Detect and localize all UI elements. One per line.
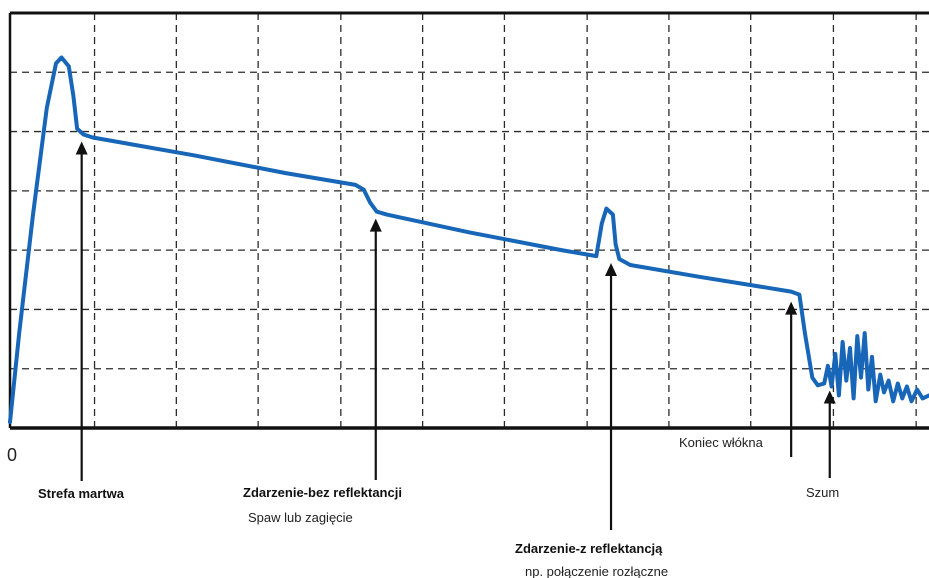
annotation-label-reflective-event-1: Zdarzenie-z reflektancją <box>515 541 663 556</box>
chart-grid <box>10 13 929 428</box>
annotation-label-noise-1: Szum <box>806 485 839 500</box>
chart-annotations: Strefa martwa Zdarzenie-bez reflektancji S… <box>38 141 839 578</box>
annotation-label-reflective-event-2: np. połączenie rozłączne <box>525 564 668 578</box>
annotation-label-dead-zone-1: Strefa martwa <box>38 486 125 501</box>
chart-axes <box>8 11 929 430</box>
annotation-arrowhead-reflective-event <box>605 263 618 277</box>
annotation-label-fiber-end-1: Koniec włókna <box>679 435 764 450</box>
otdr-trace-line-1 <box>8 55 929 425</box>
chart-series <box>8 55 929 425</box>
annotation-label-non-reflective-event-1: Zdarzenie-bez reflektancji <box>243 485 402 500</box>
x-axis-origin-label: 0 <box>7 445 17 465</box>
annotation-arrowhead-fiber-end <box>785 301 798 315</box>
annotation-arrowhead-noise <box>823 390 836 404</box>
annotation-arrowhead-non-reflective-event <box>369 218 382 232</box>
annotation-arrowhead-dead-zone <box>75 141 88 155</box>
annotation-label-non-reflective-event-2: Spaw lub zagięcie <box>248 510 353 525</box>
